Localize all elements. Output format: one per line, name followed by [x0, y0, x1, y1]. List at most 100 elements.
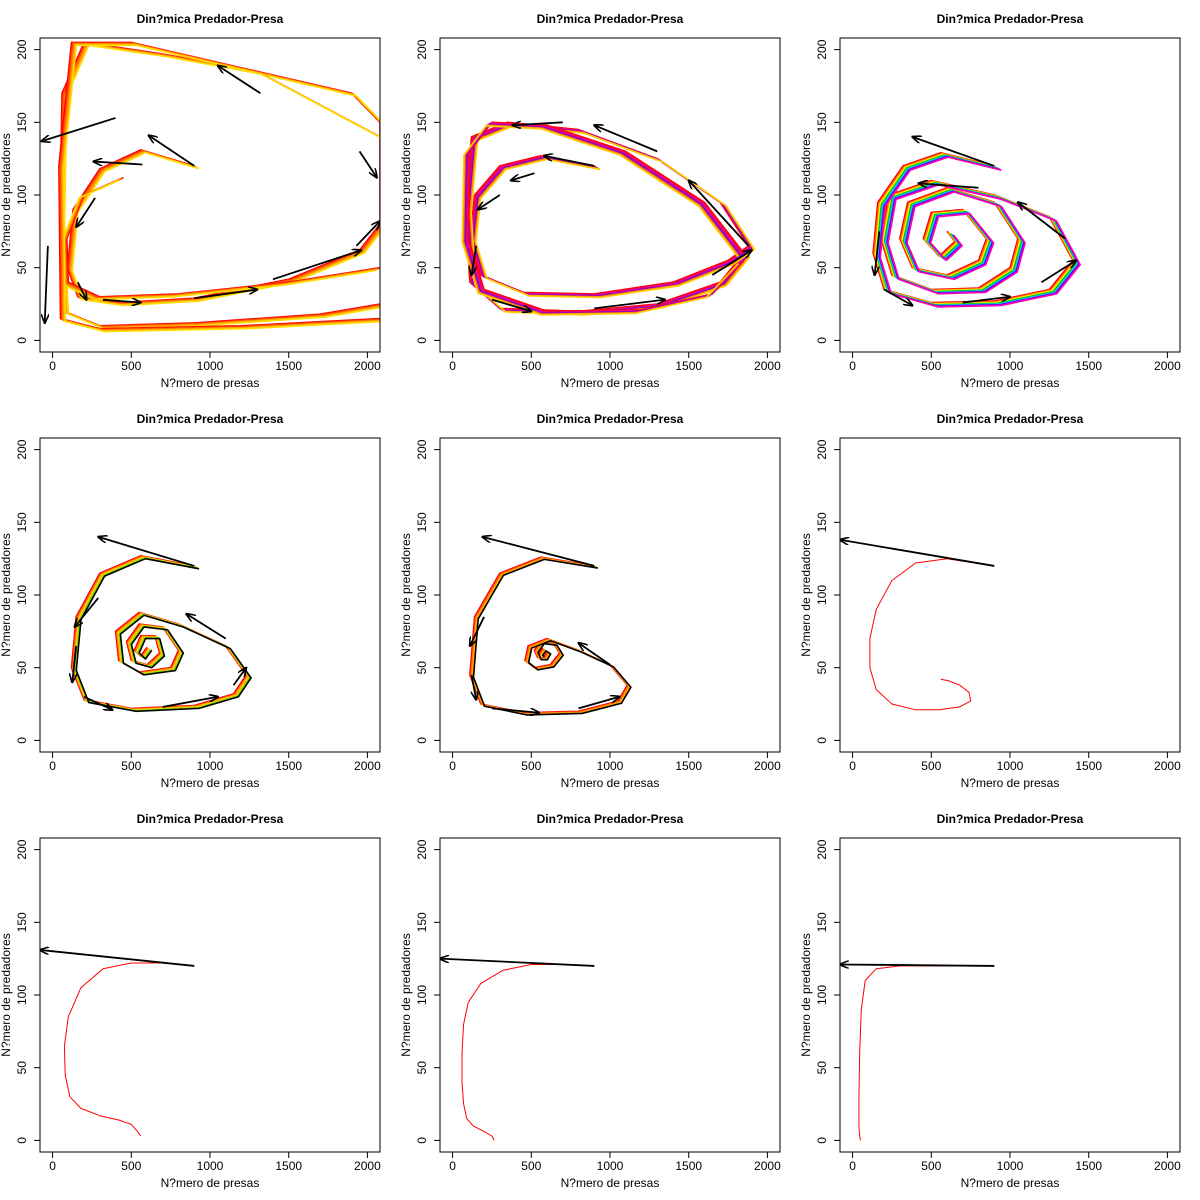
trajectory-line	[61, 43, 380, 329]
trajectory-line	[71, 555, 249, 710]
trajectory-group	[461, 964, 595, 1141]
chart-title: Din?mica Predador-Presa	[137, 412, 284, 426]
x-axis-label: N?mero de presas	[961, 376, 1060, 390]
y-tick-label: 200	[15, 439, 29, 459]
x-tick-label: 1000	[997, 1159, 1024, 1173]
trajectory-line	[61, 43, 380, 332]
trajectory-line	[59, 42, 380, 331]
direction-arrow	[355, 221, 380, 247]
trajectory-line	[74, 557, 251, 712]
direction-arrow	[579, 643, 611, 666]
y-tick-label: 50	[15, 261, 29, 275]
x-tick-label: 0	[849, 359, 856, 373]
y-tick-label: 150	[815, 912, 829, 932]
trajectory-line	[472, 558, 632, 716]
x-tick-label: 1000	[997, 359, 1024, 373]
y-tick-label: 150	[15, 912, 29, 932]
trajectory-line	[61, 179, 376, 301]
y-tick-label: 50	[415, 261, 429, 275]
trajectory-line	[858, 965, 995, 1141]
direction-arrow	[102, 300, 141, 303]
y-tick-label: 100	[15, 585, 29, 605]
x-tick-label: 1000	[197, 359, 224, 373]
x-axis-label: N?mero de presas	[561, 776, 660, 790]
trajectory-line	[461, 964, 595, 1141]
direction-arrow	[491, 298, 531, 312]
x-tick-label: 2000	[754, 759, 781, 773]
x-tick-label: 0	[849, 759, 856, 773]
x-tick-label: 2000	[1154, 359, 1181, 373]
y-tick-label: 200	[815, 439, 829, 459]
chart-title: Din?mica Predador-Presa	[937, 412, 1084, 426]
direction-arrow	[919, 183, 979, 189]
y-axis-label: N?mero de predadores	[399, 133, 413, 256]
y-axis-label: N?mero de predadores	[0, 533, 13, 656]
direction-arrow	[512, 122, 563, 125]
y-tick-label: 50	[815, 661, 829, 675]
x-tick-label: 2000	[1154, 759, 1181, 773]
direction-arrow	[840, 964, 995, 965]
y-tick-label: 200	[15, 839, 29, 859]
y-tick-label: 200	[415, 439, 429, 459]
y-tick-label: 0	[415, 737, 429, 744]
y-tick-label: 0	[15, 337, 29, 344]
direction-arrow	[45, 245, 48, 323]
direction-arrow	[962, 297, 1010, 304]
x-tick-label: 1500	[275, 359, 302, 373]
x-tick-label: 2000	[354, 359, 381, 373]
trajectory-line	[869, 558, 995, 711]
direction-arrow	[186, 614, 227, 640]
x-tick-label: 1500	[1075, 759, 1102, 773]
trajectory-line	[62, 179, 377, 300]
x-tick-label: 0	[449, 1159, 456, 1173]
y-tick-label: 50	[15, 661, 29, 675]
direction-arrow	[912, 137, 995, 167]
direction-arrow	[1041, 260, 1076, 283]
chart-title: Din?mica Predador-Presa	[937, 12, 1084, 26]
y-tick-label: 100	[15, 185, 29, 205]
y-tick-label: 0	[815, 337, 829, 344]
x-tick-label: 500	[921, 1159, 941, 1173]
direction-arrow	[840, 540, 995, 567]
y-axis-label: N?mero de predadores	[0, 933, 13, 1056]
trajectory-line	[466, 122, 744, 313]
x-tick-label: 500	[921, 759, 941, 773]
panel-1: Din?mica Predador-Presa 0 500 1000 1500 2000 0…	[0, 12, 381, 390]
y-tick-label: 50	[815, 261, 829, 275]
x-axis-label: N?mero de presas	[161, 776, 260, 790]
x-tick-label: 1500	[275, 759, 302, 773]
x-axis-label: N?mero de presas	[561, 1176, 660, 1190]
x-tick-label: 1000	[197, 759, 224, 773]
direction-arrow	[689, 180, 750, 247]
x-tick-label: 1500	[675, 759, 702, 773]
x-axis-label: N?mero de presas	[961, 776, 1060, 790]
chart-title: Din?mica Predador-Presa	[537, 812, 684, 826]
chart-title: Din?mica Predador-Presa	[137, 12, 284, 26]
direction-arrow	[544, 156, 595, 167]
plot-frame	[839, 837, 1181, 1153]
y-tick-label: 200	[15, 39, 29, 59]
direction-arrow	[194, 289, 257, 300]
x-tick-label: 0	[49, 1159, 56, 1173]
direction-arrow	[594, 125, 658, 153]
x-tick-label: 1000	[197, 1159, 224, 1173]
panel-5: Din?mica Predador-Presa 0 500 1000 1500 2000 0…	[399, 412, 781, 790]
y-tick-label: 50	[415, 1061, 429, 1075]
x-tick-label: 0	[49, 359, 56, 373]
direction-arrow	[578, 697, 620, 710]
y-tick-label: 150	[815, 512, 829, 532]
y-tick-label: 100	[415, 985, 429, 1005]
trajectory-line	[64, 177, 379, 299]
direction-arrow	[470, 616, 485, 646]
y-tick-label: 150	[15, 512, 29, 532]
y-tick-label: 50	[815, 1061, 829, 1075]
y-tick-label: 0	[15, 1137, 29, 1144]
x-axis-label: N?mero de presas	[561, 376, 660, 390]
trajectory-line	[73, 556, 250, 711]
x-tick-label: 0	[49, 759, 56, 773]
x-tick-label: 500	[121, 759, 141, 773]
x-tick-label: 1500	[1075, 1159, 1102, 1173]
y-tick-label: 0	[815, 737, 829, 744]
trajectory-group	[469, 556, 632, 716]
